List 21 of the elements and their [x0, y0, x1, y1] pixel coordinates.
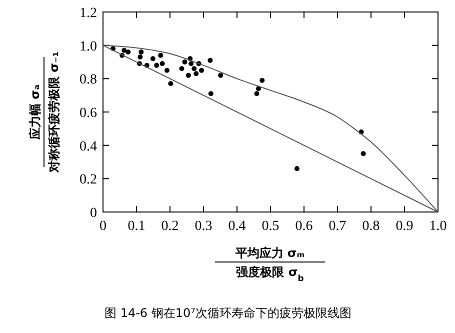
y-tick-label: 0.4 — [80, 139, 97, 154]
y-tick-label: 1.0 — [80, 39, 97, 54]
y-tick-label: 0.6 — [80, 106, 97, 121]
x-tick-label: 0.2 — [161, 219, 179, 234]
y-tick-label: 1.2 — [80, 6, 97, 21]
x-tick-label: 0 — [100, 219, 106, 234]
x-tick-label: 0.1 — [128, 219, 146, 234]
x-axis-title: 平均应力 σₘ 强度极限 σ$_{b}$ — [234, 246, 305, 283]
x-tick-label: 1.0 — [429, 219, 447, 234]
y-tick-label: 0.2 — [80, 172, 97, 188]
text: 图 14-6 钢在10⁷次循环寿命下的疲劳极限线图 — [104, 306, 352, 320]
x-tick-label: 0.3 — [194, 219, 212, 234]
y-axis-title: 应力幅 σₐ 对称循环疲劳极限 σ₋₁ — [28, 51, 61, 174]
x-tick-label: 0.9 — [396, 219, 414, 234]
x-tick-label: 0.4 — [228, 219, 246, 234]
x-tick-label: 0.8 — [362, 219, 380, 234]
x-tick-label: 0.6 — [295, 219, 313, 234]
y-tick-label: 0.8 — [80, 72, 97, 88]
x-tick-label: 0.7 — [328, 219, 346, 234]
x-tick-label: 0.5 — [262, 219, 280, 234]
y-tick-label: 0 — [90, 206, 97, 221]
